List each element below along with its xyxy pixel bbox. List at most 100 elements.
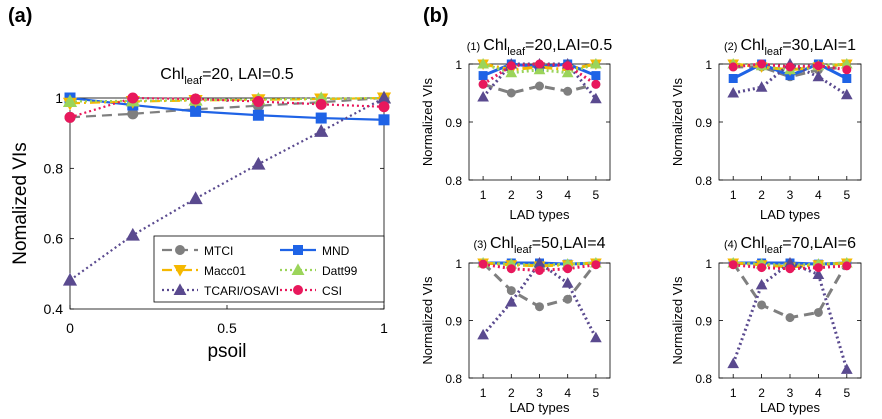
y-tick-label: 1 <box>705 58 712 72</box>
x-tick-label: 5 <box>593 188 600 202</box>
chart-panel-a: 0.4 0.6 0.8 1 0 0.5 1 psoil Nomalized VIs Chlleaf… <box>10 66 392 362</box>
data-point <box>757 300 767 310</box>
data-point <box>505 296 518 307</box>
x-tick-label: 3 <box>787 188 794 202</box>
data-point <box>591 79 601 89</box>
x-tick-label: 2 <box>508 386 515 400</box>
data-point <box>563 61 573 71</box>
data-point <box>188 191 203 205</box>
data-point <box>728 260 738 270</box>
data-point <box>190 105 202 117</box>
series-csi <box>728 59 852 75</box>
data-point <box>757 263 767 273</box>
series-line <box>69 96 385 121</box>
chart-tag: (3) <box>473 239 490 251</box>
legend-label: Datt99 <box>322 264 358 278</box>
legend-label: Macc01 <box>204 264 246 278</box>
x-axis-label: LAD types <box>510 207 570 222</box>
y-tick-label: 0.8 <box>695 372 712 386</box>
data-point <box>314 124 329 137</box>
data-point <box>590 92 602 104</box>
data-point <box>533 63 546 75</box>
data-point <box>378 101 390 113</box>
data-point <box>127 92 139 104</box>
y-axis-label: Normalized VIs <box>670 77 685 166</box>
data-point <box>535 59 544 69</box>
title-subscript: leaf <box>507 46 526 58</box>
chart-tag: (2) <box>724 41 741 53</box>
chart-title: (1) Chlleaf=20,LAI=0.5 <box>467 37 613 58</box>
legend-marker <box>293 245 303 255</box>
data-point <box>190 93 202 105</box>
title-rest: =50,LAI=4 <box>532 235 606 252</box>
series-line <box>69 96 385 103</box>
data-point <box>563 86 573 96</box>
data-point <box>563 294 573 304</box>
y-tick-label: 1 <box>455 257 462 271</box>
data-point <box>62 272 78 286</box>
series-line <box>69 96 385 119</box>
plot-frame <box>468 262 611 379</box>
data-point <box>842 74 852 83</box>
y-tick-label: 1 <box>455 58 462 72</box>
chart-panel-b2: 0.8 0.9 1 1 2 3 4 5 LAD types Normalized VIs (2) C… <box>670 37 862 222</box>
series-line <box>69 97 385 282</box>
data-point <box>812 70 825 82</box>
y-tick-label: 0.4 <box>44 301 64 317</box>
chart-tag: (4) <box>724 239 741 251</box>
series-line <box>482 62 597 86</box>
data-point <box>477 91 489 102</box>
legend-entry: TCARI/OSAVI <box>162 283 279 298</box>
x-tick-label: 5 <box>843 188 850 202</box>
chart-panel-b1: 0.8 0.9 1 1 2 3 4 5 LAD types Normalized VIs (1) C… <box>420 37 612 222</box>
title-subscript: leaf <box>514 244 533 256</box>
x-tick-label: 0.5 <box>217 320 237 336</box>
legend-entry: CSI <box>280 284 342 298</box>
data-point <box>813 307 823 317</box>
series-csi <box>64 92 390 123</box>
legend-marker <box>173 283 187 295</box>
data-point <box>535 81 544 91</box>
title-subscript: leaf <box>184 75 203 87</box>
title-rest: =30,LAI=1 <box>782 37 856 54</box>
title-rest: =20, LAI=0.5 <box>202 66 294 83</box>
legend-marker <box>293 285 303 295</box>
data-point <box>785 264 795 274</box>
x-tick-label: 1 <box>480 386 487 400</box>
y-axis-label: Normalized VIs <box>670 276 685 365</box>
x-tick-label: 1 <box>480 188 487 202</box>
x-tick-label: 1 <box>730 386 737 400</box>
chart-title: (4) Chlleaf=70,LAI=6 <box>724 235 856 256</box>
legend-entry: Macc01 <box>162 264 246 278</box>
data-point <box>378 114 390 126</box>
legend-marker <box>291 263 305 275</box>
data-point <box>125 227 140 241</box>
data-point <box>591 71 601 81</box>
data-point <box>506 286 516 296</box>
title-main: Chl <box>483 37 507 54</box>
data-point <box>728 74 738 83</box>
legend-marker <box>173 265 187 277</box>
x-tick-label: 2 <box>758 386 765 400</box>
data-point <box>561 66 574 78</box>
series-tcari-osavi <box>62 90 392 286</box>
data-point <box>478 71 488 81</box>
x-tick-label: 4 <box>564 188 571 202</box>
legend: MTCI MND Macc01 Datt99 TCARI/OSAVI CSI <box>153 235 385 303</box>
y-tick-label: 0.9 <box>695 116 712 130</box>
data-point <box>727 357 740 369</box>
data-point <box>64 111 76 123</box>
y-tick-label: 0.8 <box>445 372 462 386</box>
data-point <box>505 66 518 78</box>
data-point <box>813 61 823 71</box>
y-tick-label: 0.6 <box>44 231 64 247</box>
y-tick-label: 1 <box>55 90 63 106</box>
x-axis-label: LAD types <box>510 400 570 415</box>
title-subscript: leaf <box>764 46 783 58</box>
title-rest: =70,LAI=6 <box>782 235 856 252</box>
x-tick-label: 0 <box>66 320 74 336</box>
series-tcari-osavi <box>727 256 853 374</box>
x-tick-label: 4 <box>815 386 822 400</box>
series-line <box>733 62 848 72</box>
